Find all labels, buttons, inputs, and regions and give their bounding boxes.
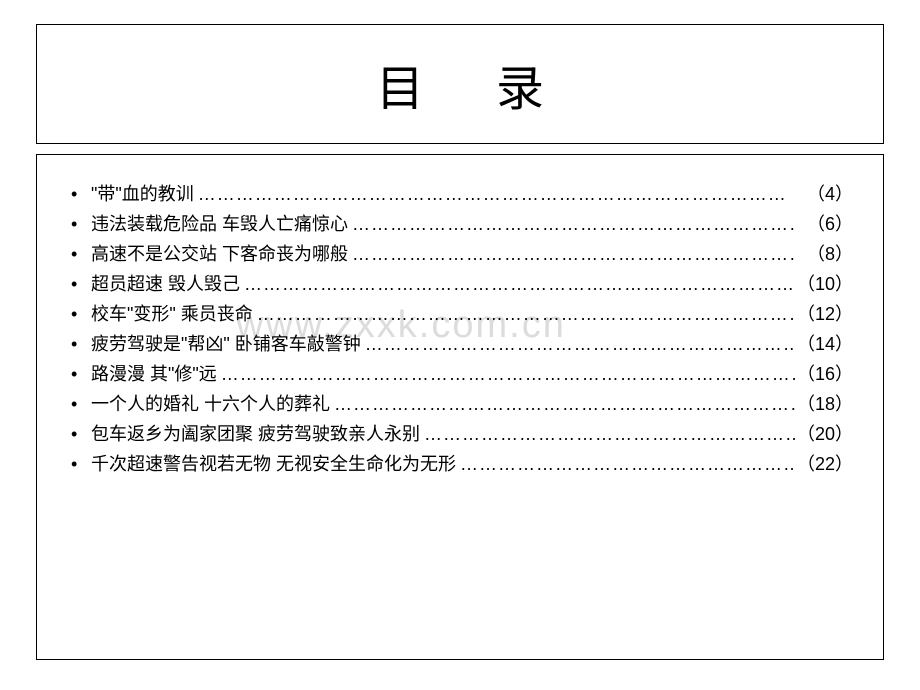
toc-dots: …………………………………………………………………………………: [420, 419, 795, 449]
toc-page-number: （4）: [795, 179, 853, 209]
toc-page-number: （16）: [795, 359, 853, 389]
toc-item: • 高速不是公交站 下客命丧为哪般 ……………………………………………………………: [67, 239, 853, 269]
toc-list: • "带"血的教训 …………………………………………………………………………………: [67, 179, 853, 479]
toc-item-title: 超员超速 毁人毁己: [91, 269, 240, 299]
toc-dots: …………………………………………………………………………………: [361, 329, 795, 359]
toc-item: • 校车"变形" 乘员丧命 ………………………………………………………………………: [67, 299, 853, 329]
bullet-icon: •: [67, 179, 91, 209]
toc-item-title: 校车"变形" 乘员丧命: [91, 299, 253, 329]
toc-dots: …………………………………………………………………………………: [194, 179, 795, 209]
toc-item-title: 路漫漫 其"修"远: [91, 359, 217, 389]
toc-item-title: 高速不是公交站 下客命丧为哪般: [91, 239, 348, 269]
bullet-icon: •: [67, 389, 91, 419]
toc-container: • "带"血的教训 …………………………………………………………………………………: [36, 154, 884, 660]
toc-page-number: （22）: [795, 449, 853, 479]
toc-dots: …………………………………………………………………………………: [217, 359, 795, 389]
toc-dots: …………………………………………………………………………………: [456, 449, 795, 479]
toc-page-number: （14）: [795, 329, 853, 359]
toc-page-number: （8）: [795, 239, 853, 269]
bullet-icon: •: [67, 419, 91, 449]
toc-item: • 一个人的婚礼 十六个人的葬礼 ………………………………………………………………: [67, 389, 853, 419]
page-title: 目 录: [37, 49, 883, 119]
toc-item-title: 包车返乡为阖家团聚 疲劳驾驶致亲人永别: [91, 419, 420, 449]
toc-item-title: 千次超速警告视若无物 无视安全生命化为无形: [91, 449, 456, 479]
toc-item-title: 违法装载危险品 车毁人亡痛惊心: [91, 209, 348, 239]
toc-item-title: 疲劳驾驶是"帮凶" 卧铺客车敲警钟: [91, 329, 361, 359]
toc-page-number: （10）: [795, 269, 853, 299]
toc-dots: …………………………………………………………………………………: [348, 209, 795, 239]
toc-page-number: （6）: [795, 209, 853, 239]
bullet-icon: •: [67, 269, 91, 299]
toc-dots: …………………………………………………………………………………: [348, 239, 795, 269]
toc-item: • 路漫漫 其"修"远 ……………………………………………………………………………: [67, 359, 853, 389]
toc-item: • 千次超速警告视若无物 无视安全生命化为无形 ……………………………………………: [67, 449, 853, 479]
bullet-icon: •: [67, 209, 91, 239]
toc-item: • "带"血的教训 …………………………………………………………………………………: [67, 179, 853, 209]
toc-page-number: （12）: [795, 299, 853, 329]
toc-dots: …………………………………………………………………………………: [253, 299, 795, 329]
toc-item: • 包车返乡为阖家团聚 疲劳驾驶致亲人永别 …………………………………………………: [67, 419, 853, 449]
bullet-icon: •: [67, 239, 91, 269]
toc-item: • 超员超速 毁人毁己 ……………………………………………………………………………: [67, 269, 853, 299]
bullet-icon: •: [67, 449, 91, 479]
toc-item-title: 一个人的婚礼 十六个人的葬礼: [91, 389, 330, 419]
bullet-icon: •: [67, 359, 91, 389]
toc-dots: …………………………………………………………………………………: [330, 389, 795, 419]
bullet-icon: •: [67, 299, 91, 329]
title-container: 目 录: [36, 24, 884, 144]
toc-item-title: "带"血的教训: [91, 179, 194, 209]
toc-item: • 违法装载危险品 车毁人亡痛惊心 ……………………………………………………………: [67, 209, 853, 239]
bullet-icon: •: [67, 329, 91, 359]
toc-dots: …………………………………………………………………………………: [240, 269, 795, 299]
toc-page-number: （20）: [795, 419, 853, 449]
toc-item: • 疲劳驾驶是"帮凶" 卧铺客车敲警钟 ………………………………………………………: [67, 329, 853, 359]
toc-page-number: （18）: [795, 389, 853, 419]
